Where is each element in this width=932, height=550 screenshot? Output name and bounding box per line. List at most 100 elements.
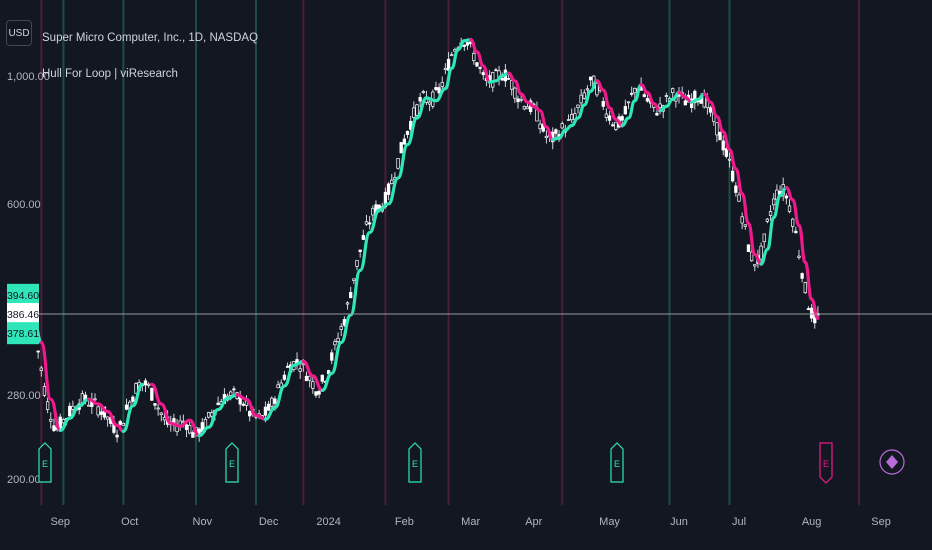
- candle-body: [784, 195, 789, 199]
- candle-body: [336, 337, 340, 342]
- earnings-letter: E: [823, 459, 829, 469]
- candle-body: [96, 406, 100, 416]
- earnings-letter: E: [614, 459, 620, 469]
- candle-body: [162, 417, 167, 421]
- candle-body: [402, 138, 407, 145]
- hull-segment-down: [784, 186, 820, 320]
- hull-segment-down: [301, 359, 324, 392]
- time-tick-label: Apr: [525, 516, 542, 528]
- time-tick-label: Aug: [802, 516, 822, 528]
- candle-body: [427, 101, 432, 105]
- candle-body: [36, 350, 40, 353]
- currency-button[interactable]: USD: [6, 20, 32, 46]
- candle-body: [671, 88, 675, 94]
- signal-lines: [40, 0, 860, 505]
- candle-body: [345, 302, 350, 305]
- candle-body: [285, 365, 290, 368]
- candle-body: [768, 211, 773, 216]
- candle-body: [308, 375, 312, 381]
- candle-body: [216, 402, 220, 405]
- candle-body: [576, 104, 580, 108]
- candle-body: [664, 95, 669, 97]
- earnings-icon[interactable]: E: [38, 442, 52, 483]
- candle-body: [87, 404, 91, 407]
- candle-body: [71, 405, 75, 410]
- candle-body: [614, 121, 618, 130]
- candle-body: [630, 92, 634, 95]
- earnings-icon[interactable]: E: [819, 442, 833, 484]
- candle-body: [93, 398, 97, 401]
- candle-body: [273, 398, 277, 404]
- candle-body: [595, 82, 599, 96]
- candle-body: [544, 135, 549, 139]
- candle-body: [797, 255, 801, 258]
- candle-body: [248, 410, 252, 417]
- candle-body: [721, 140, 725, 151]
- candle-body: [809, 307, 814, 319]
- candle-body: [626, 101, 631, 104]
- candle-body: [718, 131, 722, 141]
- candle-body: [683, 100, 687, 106]
- earnings-flag: [819, 442, 833, 484]
- candle-body: [118, 421, 122, 425]
- candle-body: [715, 122, 719, 136]
- hull-segment-up: [551, 79, 599, 142]
- earnings-icon[interactable]: E: [408, 442, 422, 483]
- candle-body: [753, 264, 757, 267]
- candle-body: [282, 374, 287, 380]
- candle-body: [371, 207, 375, 216]
- candle-body: [737, 194, 741, 202]
- candle-body: [131, 396, 135, 402]
- candle-body: [579, 94, 583, 104]
- candle-body: [500, 77, 504, 81]
- earnings-letter: E: [229, 459, 235, 469]
- candle-body: [349, 292, 353, 299]
- candle-body: [746, 244, 751, 252]
- candle-body: [121, 422, 126, 426]
- hull-segment-down: [150, 382, 201, 438]
- earnings-icon[interactable]: E: [225, 442, 239, 483]
- candle-body: [52, 425, 56, 432]
- candle-body: [311, 381, 315, 389]
- candle-body: [150, 387, 154, 401]
- hull-segment-down: [235, 393, 268, 421]
- dividend-ring: [879, 449, 905, 475]
- candle-body: [206, 412, 211, 418]
- candle-body: [418, 97, 422, 102]
- candle-body: [740, 216, 744, 224]
- dividend-icon[interactable]: [879, 449, 905, 475]
- candle-body: [475, 62, 479, 67]
- hull-segment-up: [263, 359, 305, 421]
- price-badge: [7, 322, 39, 345]
- candle-body: [522, 105, 526, 110]
- candle-body: [633, 87, 637, 94]
- earnings-letter: E: [42, 459, 48, 469]
- earnings-flag: [408, 442, 422, 483]
- hull-segment-down: [39, 340, 62, 432]
- price-badge-label: 386.46: [7, 309, 39, 321]
- hull-line: [33, 38, 820, 438]
- time-axis[interactable]: Sep Oct Nov Dec 2024 Feb Mar Apr May Jun Jul Aug Sep: [50, 516, 890, 528]
- candle-body: [513, 87, 517, 99]
- hull-segment-up: [58, 397, 91, 432]
- candle-body: [232, 388, 236, 391]
- candle-body: [99, 411, 103, 415]
- candle-body: [749, 251, 754, 262]
- candle-body: [184, 424, 189, 430]
- time-tick-label: Nov: [193, 516, 213, 528]
- hull-segment-down: [702, 92, 763, 266]
- price-axis[interactable]: 200.00 280.00 600.00 1,000.00: [7, 71, 50, 486]
- candle-body: [538, 123, 542, 130]
- candle-body: [39, 367, 43, 371]
- earnings-icon[interactable]: E: [610, 442, 624, 483]
- candle-body: [743, 224, 747, 227]
- candle-body: [317, 390, 321, 395]
- indicator-title: Hull For Loop | viResearch: [42, 68, 178, 80]
- candle-body: [727, 158, 732, 161]
- candle-body: [560, 123, 564, 129]
- candle-body: [762, 233, 766, 243]
- candle-body: [759, 245, 763, 260]
